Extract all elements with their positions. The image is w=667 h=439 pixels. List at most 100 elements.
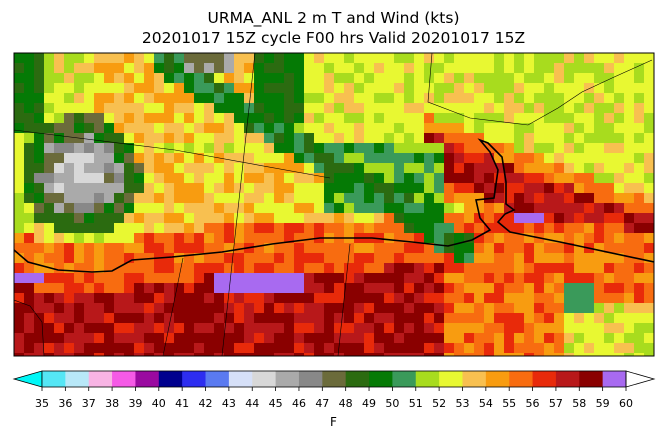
temperature-cell — [574, 53, 585, 64]
temperature-cell — [314, 63, 325, 74]
temperature-cell — [244, 213, 255, 224]
temperature-cell — [214, 263, 225, 274]
temperature-cell — [394, 293, 405, 304]
temperature-cell — [54, 193, 65, 204]
temperature-cell — [234, 163, 245, 174]
temperature-cell — [484, 213, 495, 224]
temperature-cell — [644, 183, 654, 194]
temperature-cell — [524, 313, 535, 324]
temperature-cell — [534, 143, 545, 154]
temperature-cell — [84, 153, 95, 164]
temperature-cell — [314, 53, 325, 64]
temperature-cell — [204, 63, 215, 74]
temperature-cell — [24, 183, 35, 194]
temperature-cell — [484, 103, 495, 114]
temperature-cell — [164, 213, 175, 224]
temperature-cell — [84, 133, 95, 144]
temperature-cell — [564, 233, 575, 244]
temperature-cell — [314, 213, 325, 224]
temperature-cell — [404, 263, 415, 274]
temperature-cell — [44, 213, 55, 224]
temperature-cell — [554, 123, 565, 134]
temperature-cell — [44, 233, 55, 244]
temperature-cell — [54, 113, 65, 124]
temperature-cell — [244, 163, 255, 174]
temperature-cell — [434, 123, 445, 134]
temperature-cell — [634, 263, 645, 274]
temperature-cell — [634, 293, 645, 304]
temperature-cell — [114, 113, 125, 124]
temperature-cell — [214, 133, 225, 144]
temperature-cell — [374, 253, 385, 264]
temperature-cell — [94, 173, 105, 184]
temperature-cell — [644, 243, 654, 254]
temperature-cell — [464, 353, 475, 356]
temperature-cell — [554, 153, 565, 164]
temperature-cell — [584, 323, 595, 334]
temperature-cell — [524, 263, 535, 274]
temperature-cell — [454, 123, 465, 134]
temperature-cell — [134, 183, 145, 194]
temperature-cell — [364, 63, 375, 74]
temperature-cell — [484, 143, 495, 154]
temperature-cell — [524, 73, 535, 84]
temperature-cell — [354, 163, 365, 174]
temperature-cell — [84, 163, 95, 174]
temperature-cell — [114, 283, 125, 294]
temperature-cell — [374, 343, 385, 354]
temperature-cell — [124, 133, 135, 144]
temperature-cell — [514, 263, 525, 274]
temperature-cell — [434, 263, 445, 274]
temperature-cell — [324, 123, 335, 134]
temperature-cell — [294, 353, 305, 356]
temperature-cell — [134, 213, 145, 224]
temperature-cell — [534, 283, 545, 294]
temperature-cell — [554, 323, 565, 334]
temperature-cell — [94, 293, 105, 304]
temperature-cell — [114, 143, 125, 154]
temperature-cell — [524, 103, 535, 114]
temperature-cell — [194, 213, 205, 224]
temperature-cell — [314, 203, 325, 214]
temperature-cell — [564, 353, 575, 356]
temperature-cell — [254, 143, 265, 154]
temperature-cell — [434, 53, 445, 64]
temperature-cell — [64, 113, 75, 124]
temperature-cell — [514, 103, 525, 114]
temperature-cell — [184, 193, 195, 204]
colorbar-tick-label: 53 — [455, 397, 470, 410]
temperature-cell — [274, 173, 285, 184]
temperature-cell — [174, 133, 185, 144]
temperature-cell — [324, 203, 335, 214]
temperature-cell — [454, 113, 465, 124]
temperature-cell — [164, 333, 175, 344]
temperature-cell — [264, 93, 275, 104]
temperature-cell — [384, 193, 395, 204]
temperature-cell — [454, 153, 465, 164]
temperature-cell — [454, 63, 465, 74]
temperature-cell — [164, 53, 175, 64]
temperature-cell — [44, 303, 55, 314]
temperature-cell — [624, 343, 635, 354]
temperature-cell — [364, 123, 375, 134]
temperature-cell — [154, 303, 165, 314]
temperature-cell — [374, 153, 385, 164]
colorbar-bin — [182, 371, 207, 387]
temperature-cell — [584, 123, 595, 134]
temperature-cell — [524, 243, 535, 254]
temperature-cell — [94, 253, 105, 264]
temperature-cell — [604, 73, 615, 84]
temperature-cell — [604, 313, 615, 324]
temperature-cell — [334, 103, 345, 114]
temperature-cell — [214, 253, 225, 264]
temperature-cell — [164, 303, 175, 314]
temperature-cell — [34, 303, 45, 314]
temperature-cell — [404, 133, 415, 144]
temperature-cell — [264, 153, 275, 164]
temperature-cell — [544, 283, 555, 294]
temperature-cell — [394, 313, 405, 324]
temperature-cell — [604, 333, 615, 344]
temperature-cell — [434, 303, 445, 314]
temperature-cell — [614, 73, 625, 84]
temperature-cell — [584, 213, 595, 224]
